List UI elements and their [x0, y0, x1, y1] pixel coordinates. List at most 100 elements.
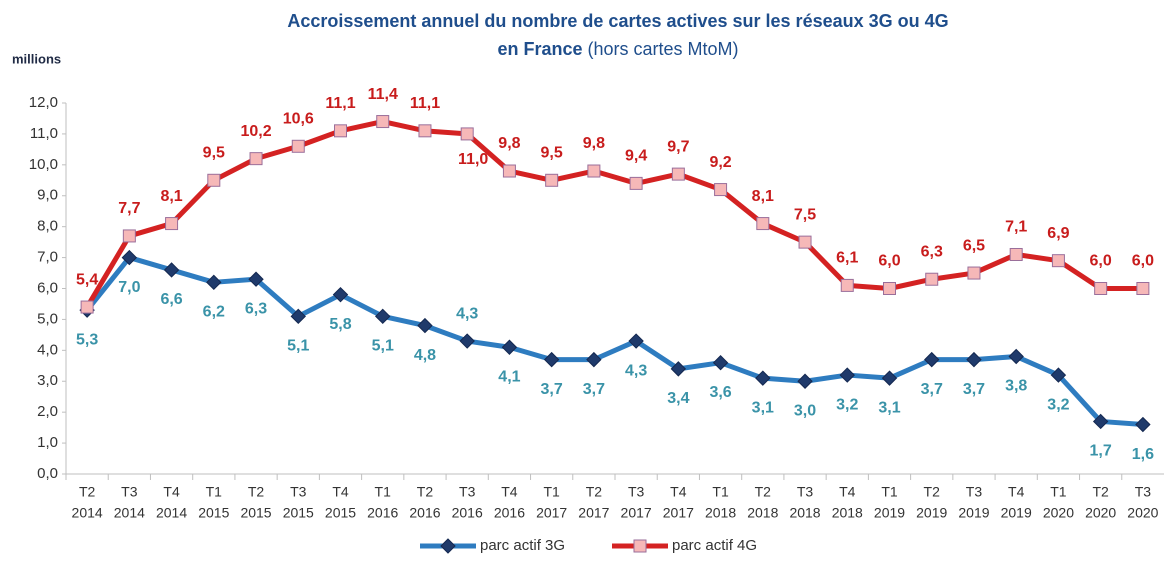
x-tick-label: T3: [1135, 484, 1152, 500]
data-label: 3,7: [921, 381, 943, 398]
x-tick-label: T3: [797, 484, 814, 500]
x-tick-label: T2: [1092, 484, 1109, 500]
point: [1092, 413, 1109, 430]
x-tick-label: T1: [206, 484, 223, 500]
data-label: 5,8: [329, 316, 351, 333]
x-tick-label: T4: [501, 484, 518, 500]
point: [163, 262, 180, 278]
x-tick-label: 2019: [1001, 505, 1032, 521]
y-tick-label: 4,0: [37, 341, 58, 358]
data-label: 9,7: [667, 138, 689, 155]
series-line: [84, 119, 1143, 309]
legend-label: parc actif 3G: [480, 537, 565, 554]
x-tick-label: 2017: [663, 505, 694, 521]
point: [671, 167, 685, 181]
data-label: 5,1: [287, 338, 309, 355]
x-tick-label: T3: [459, 484, 476, 500]
point: [545, 173, 559, 187]
point: [839, 367, 855, 383]
y-tick-label: 3,0: [37, 372, 58, 389]
y-tick-label: 1,0: [37, 434, 58, 451]
data-label: 9,4: [625, 148, 647, 165]
y-tick-label: 6,0: [37, 279, 58, 296]
data-label: 8,1: [160, 188, 182, 205]
x-tick-label: 2014: [114, 505, 145, 521]
x-tick-label: T4: [670, 484, 687, 500]
data-label: 3,1: [878, 399, 900, 416]
point: [881, 370, 898, 386]
x-tick-label: 2014: [156, 505, 187, 521]
point: [1094, 282, 1108, 295]
chart-title-part: en France: [497, 39, 582, 59]
point: [249, 152, 263, 166]
data-label: 3,7: [963, 381, 985, 398]
x-tick-label: 2018: [705, 505, 736, 521]
data-label: 11,1: [325, 95, 355, 112]
point: [121, 249, 138, 266]
point: [165, 217, 179, 231]
x-tick-label: T2: [924, 484, 941, 500]
point: [925, 272, 939, 286]
point: [291, 139, 305, 153]
point: [543, 351, 560, 368]
y-tick-label: 8,0: [37, 218, 58, 235]
x-tick-label: 2016: [367, 505, 398, 521]
chart-title: en France (hors cartes MtoM): [497, 39, 738, 59]
point: [375, 308, 391, 325]
x-tick-label: 2016: [452, 505, 483, 521]
point: [80, 300, 94, 314]
data-label: 6,6: [160, 291, 182, 308]
x-tick-label: 2015: [325, 505, 356, 521]
point: [248, 271, 264, 287]
x-tick-label: T4: [839, 484, 856, 500]
point: [290, 308, 306, 325]
point: [1051, 254, 1065, 268]
data-label: 6,2: [203, 304, 225, 321]
point: [1050, 367, 1067, 383]
point: [586, 351, 602, 368]
x-tick-label: T1: [1050, 484, 1067, 500]
y-tick-label: 7,0: [37, 249, 58, 266]
x-tick-label: 2017: [578, 505, 609, 521]
point: [755, 370, 771, 386]
point: [332, 286, 349, 303]
data-label: 3,0: [794, 402, 816, 419]
point: [460, 127, 474, 141]
point: [633, 539, 647, 553]
data-label: 5,4: [76, 271, 98, 288]
point: [502, 164, 516, 178]
data-label: 3,4: [667, 390, 689, 407]
x-tick-label: 2018: [789, 505, 820, 521]
point: [883, 282, 896, 295]
x-tick-label: 2020: [1127, 505, 1158, 521]
series-line: [85, 255, 1144, 428]
x-tick-label: T2: [755, 484, 772, 500]
data-label: 11,1: [410, 95, 440, 112]
x-tick-label: 2018: [832, 505, 863, 521]
x-tick-label: 2018: [747, 505, 778, 521]
x-tick-label: T1: [712, 484, 729, 500]
data-label: 1,7: [1090, 443, 1112, 460]
data-label: 3,1: [752, 399, 774, 416]
point: [840, 278, 854, 292]
data-label: 3,6: [709, 384, 731, 401]
point: [628, 333, 644, 349]
x-tick-label: T2: [417, 484, 434, 500]
x-tick-label: 2016: [494, 505, 525, 521]
x-tick-label: 2019: [874, 505, 905, 521]
data-label: 7,5: [794, 206, 816, 223]
data-label: 3,2: [1047, 396, 1069, 413]
x-tick-label: 2019: [916, 505, 947, 521]
data-label: 9,8: [583, 135, 605, 152]
point: [501, 339, 518, 355]
x-tick-label: 2016: [409, 505, 440, 521]
point: [334, 124, 347, 138]
x-tick-label: 2015: [283, 505, 314, 521]
point: [798, 235, 812, 249]
data-label: 7,0: [118, 279, 140, 296]
point: [797, 373, 813, 389]
point: [756, 217, 770, 231]
data-label: 4,8: [414, 347, 436, 364]
point: [459, 333, 475, 349]
point: [417, 317, 433, 334]
